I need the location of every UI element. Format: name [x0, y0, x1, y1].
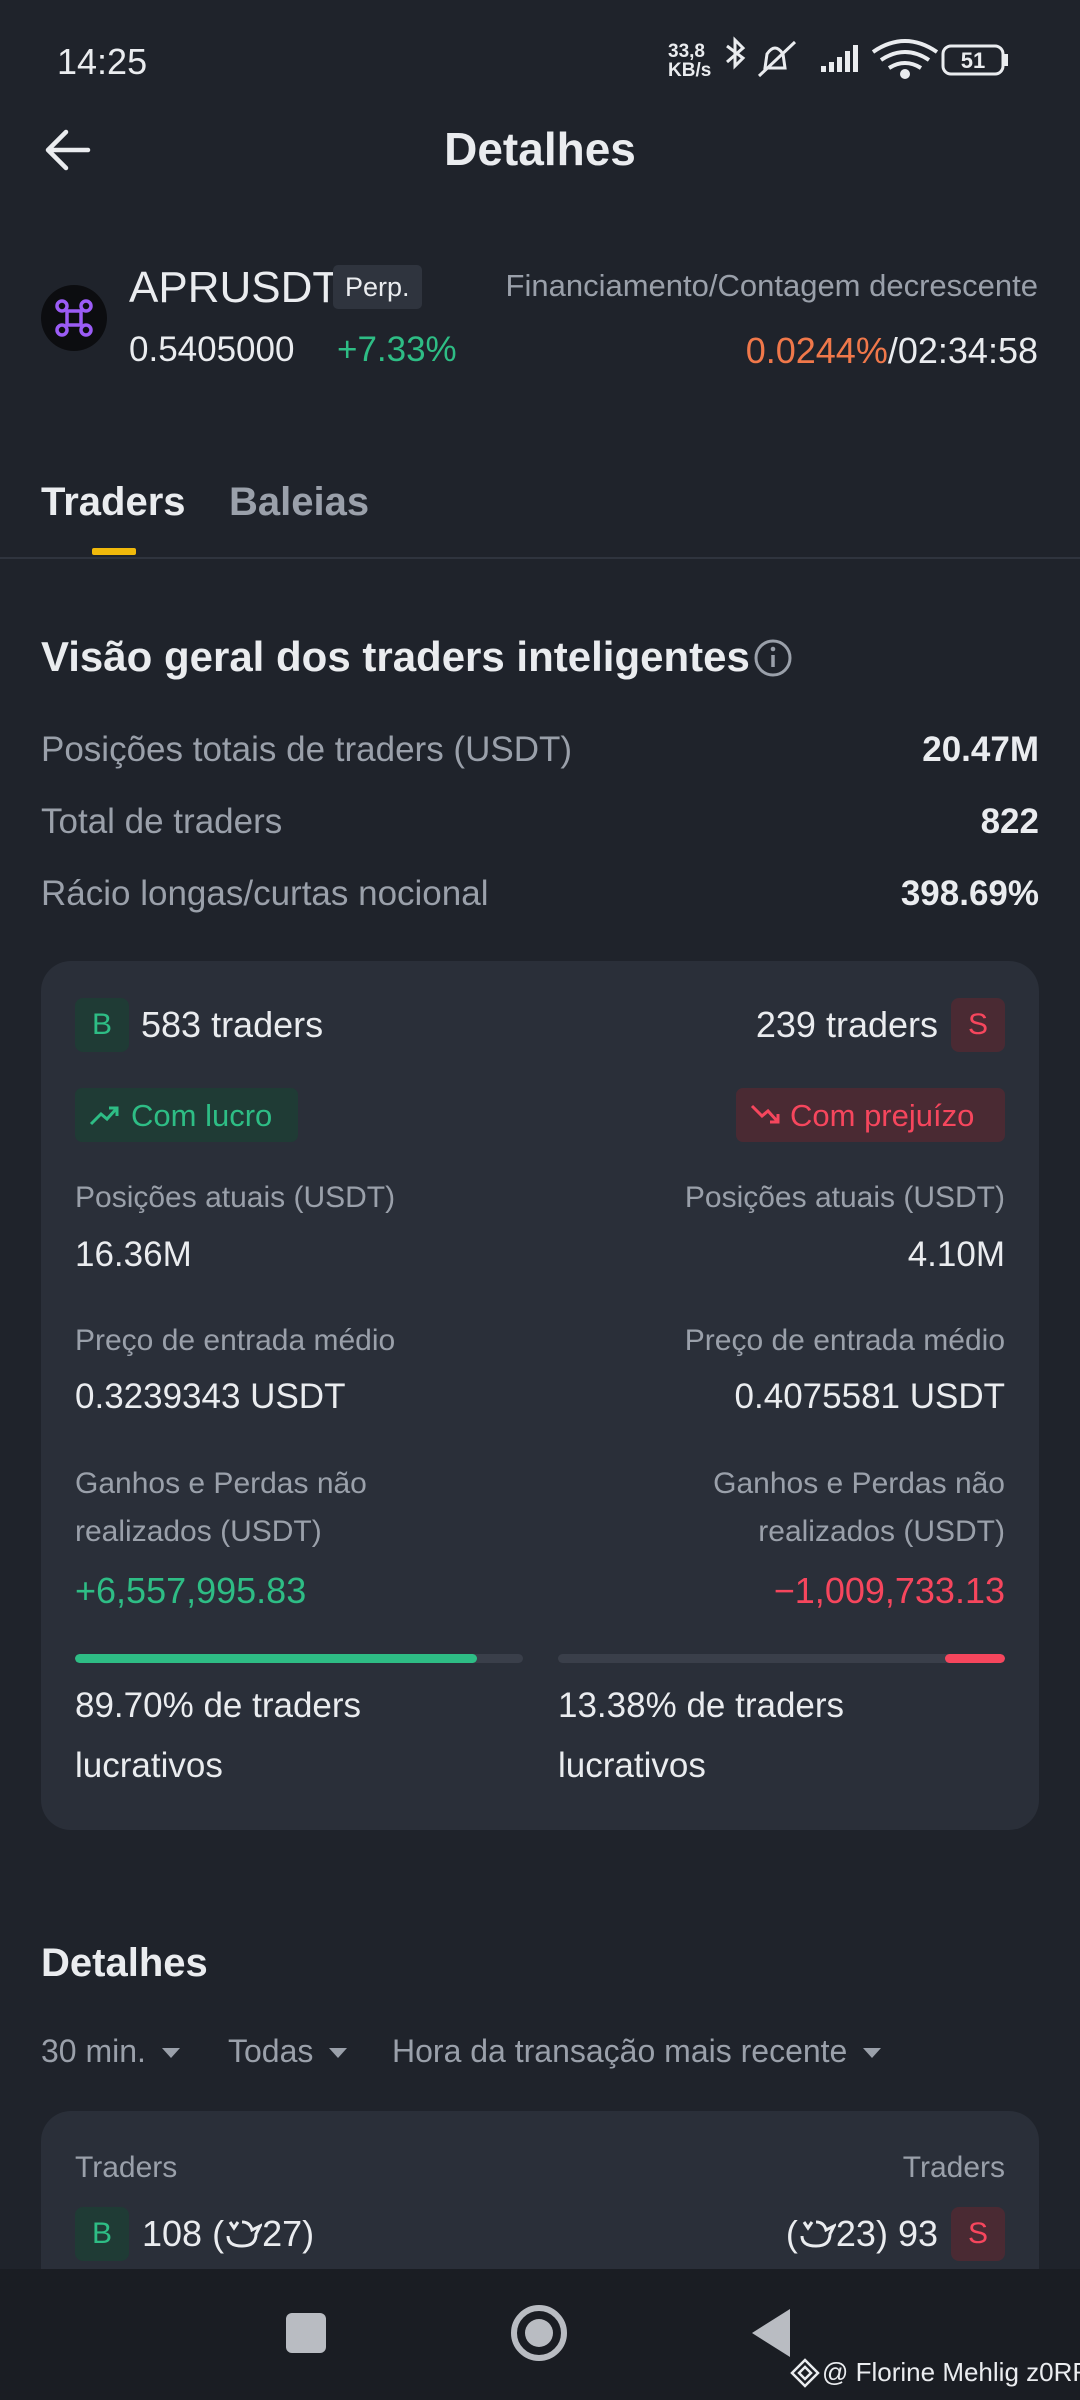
watermark-icon	[790, 2358, 820, 2388]
row-label: Total de traders	[41, 802, 283, 841]
percent: 89.70%	[75, 1686, 194, 1725]
page-title: Detalhes	[444, 123, 636, 175]
tab[interactable]: Traders	[41, 480, 186, 524]
label: Traders	[902, 2151, 1005, 2184]
dropdown-arrow	[161, 2048, 180, 2058]
label: Traders	[75, 2151, 178, 2184]
whales: 27	[262, 2213, 303, 2254]
dropdown-arrow	[863, 2048, 882, 2058]
label: Preço de entrada médio	[684, 1324, 1005, 1357]
bracket: )	[875, 2213, 888, 2254]
wifi-icon	[871, 39, 939, 79]
funding-rate: 0.0244%	[745, 330, 888, 371]
funding-label: Financiamento/Contagem decrescente	[505, 268, 1038, 303]
bracket: )	[302, 2213, 315, 2254]
filter-label: 30 min.	[41, 2033, 146, 2069]
label: Ganhos e Perdas não realizados (USDT)	[75, 1467, 367, 1548]
label: Preço de entrada médio	[75, 1324, 396, 1357]
label: Ganhos e Perdas não realizados (USDT)	[713, 1467, 1005, 1548]
long-badge: B	[75, 2207, 129, 2261]
long-status: Com lucro	[131, 1098, 273, 1133]
price-change: +7.33%	[337, 330, 457, 369]
value: 4.10M	[907, 1235, 1005, 1274]
filter-dropdown[interactable]: Hora da transação mais recente	[392, 2032, 889, 2070]
info-icon[interactable]	[753, 638, 793, 678]
profit-pill: Com lucro	[75, 1088, 298, 1142]
count: 93	[897, 2213, 938, 2254]
recents-button[interactable]	[286, 2313, 326, 2353]
text: de traders lucrativos	[558, 1686, 845, 1785]
bluetooth-icon	[726, 36, 746, 70]
filter-dropdown[interactable]: Todas	[228, 2032, 355, 2070]
progress-fill	[945, 1654, 1005, 1663]
back-nav-button[interactable]	[752, 2309, 790, 2357]
long-traders: 583 traders	[141, 1004, 324, 1045]
row-label: Posições totais de traders (USDT)	[41, 730, 573, 769]
short-count: (23) 93	[786, 2212, 938, 2255]
section-title: Detalhes	[41, 1941, 208, 1985]
divider	[0, 557, 1080, 559]
filter-dropdown[interactable]: 30 min.	[41, 2032, 188, 2070]
status-icons	[726, 36, 1008, 79]
label: Posições atuais (USDT)	[75, 1181, 396, 1214]
battery-level: 51	[960, 48, 986, 73]
row-value: 20.47M	[922, 730, 1039, 769]
short-badge: S	[951, 2207, 1005, 2261]
network-speed-unit: KB/s	[668, 60, 712, 81]
tab-indicator	[92, 548, 136, 555]
long-count: 108 (27)	[142, 2212, 314, 2255]
progress-track	[75, 1654, 523, 1663]
battery-icon	[941, 44, 1005, 76]
separator: /	[887, 330, 898, 371]
network-speed: 33,8	[668, 41, 705, 62]
row-label: Rácio longas/curtas nocional	[41, 874, 489, 913]
back-button[interactable]	[44, 128, 92, 172]
tab[interactable]: Baleias	[229, 480, 370, 524]
long-badge: B	[75, 998, 129, 1052]
watermark: @ Florine Mehlig z0RR	[822, 2357, 1080, 2387]
filter-label: Todas	[228, 2033, 314, 2069]
count: 108	[142, 2213, 203, 2254]
pnl: +6,557,995.83	[75, 1570, 307, 1611]
short-status: Com prejuízo	[790, 1098, 975, 1133]
short-traders: 239 traders	[755, 1004, 938, 1045]
mute-icon	[757, 40, 797, 78]
short-badge: S	[951, 998, 1005, 1052]
status-time: 14:25	[57, 41, 148, 82]
row-value: 822	[980, 802, 1039, 841]
signal-icon	[821, 45, 858, 72]
text: de traders lucrativos	[75, 1686, 362, 1785]
symbol: APRUSDT	[129, 263, 340, 312]
dropdown-arrow	[329, 2048, 348, 2058]
whale-icon	[800, 2220, 838, 2248]
loss-pill: Com prejuízo	[736, 1088, 1005, 1142]
contract-tag: Perp.	[333, 265, 422, 309]
section-title: Visão geral dos traders inteligentes	[41, 633, 750, 680]
nav-buttons	[286, 2305, 790, 2361]
value: 0.4075581 USDT	[734, 1377, 1005, 1416]
whale-icon	[226, 2220, 264, 2248]
filter-label: Hora da transação mais recente	[392, 2033, 848, 2069]
value: 0.3239343 USDT	[75, 1377, 346, 1416]
row-value: 398.69%	[900, 874, 1039, 913]
value: 16.36M	[75, 1235, 192, 1274]
progress-track	[558, 1654, 1005, 1663]
funding-info: 0.0244%/02:34:58	[746, 329, 1038, 372]
pnl: −1,009,733.13	[773, 1570, 1005, 1611]
battery-tip	[1004, 54, 1008, 66]
price: 0.5405000	[129, 330, 295, 369]
whales: 23	[835, 2213, 876, 2254]
label: Posições atuais (USDT)	[684, 1181, 1005, 1214]
progress-fill	[75, 1654, 477, 1663]
bracket: (	[212, 2213, 225, 2254]
coin-icon	[41, 285, 107, 351]
percent: 13.38%	[558, 1686, 677, 1725]
home-button[interactable]	[511, 2305, 567, 2361]
profitable-share: 89.70% de traders lucrativos	[75, 1676, 515, 1796]
countdown: 02:34:58	[897, 330, 1038, 371]
bracket: (	[785, 2213, 798, 2254]
profitable-share: 13.38% de traders lucrativos	[558, 1676, 998, 1796]
